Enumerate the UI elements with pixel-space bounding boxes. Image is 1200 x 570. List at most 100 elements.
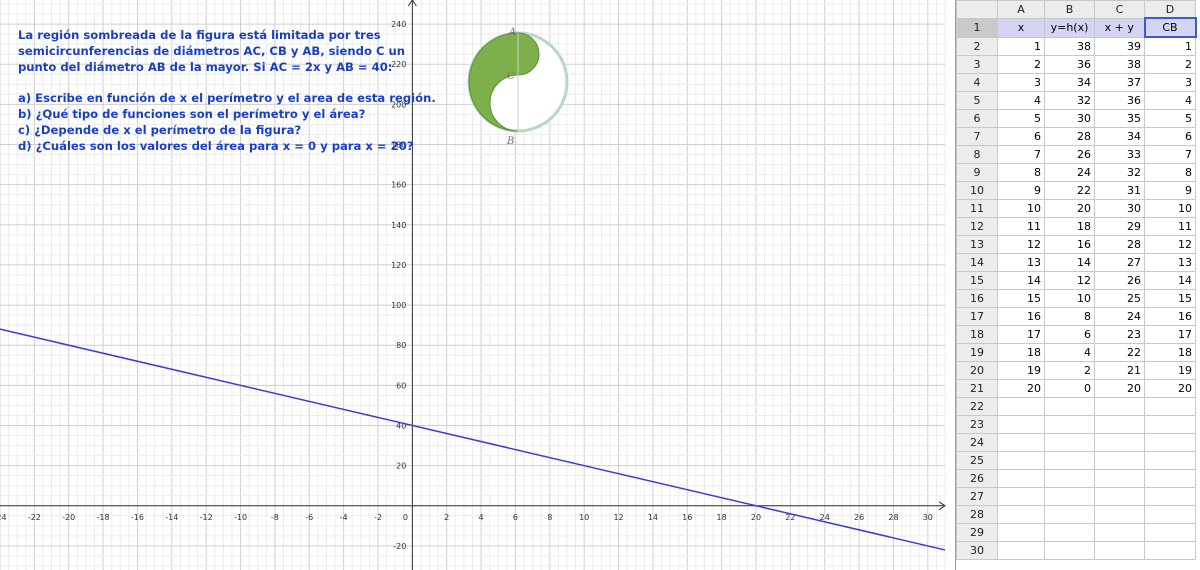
row-header[interactable]: 16 (956, 289, 998, 308)
empty-cell[interactable] (997, 523, 1045, 542)
empty-cell[interactable] (997, 451, 1045, 470)
empty-cell[interactable] (997, 487, 1045, 506)
data-cell[interactable]: 28 (1094, 235, 1145, 254)
data-cell[interactable]: 38 (1094, 55, 1145, 74)
data-cell[interactable]: 16 (1144, 307, 1196, 326)
spreadsheet-table[interactable]: A B C D 1 x y=h(x) x + y CB 2 1 38 39 1 3 2 36 38 2 4 3 34 37 3… (956, 0, 1197, 560)
data-cell[interactable]: 15 (997, 289, 1045, 308)
data-cell[interactable]: 29 (1094, 217, 1145, 236)
data-cell[interactable]: 7 (997, 145, 1045, 164)
data-cell[interactable]: 4 (1144, 91, 1196, 110)
data-cell[interactable]: 13 (1144, 253, 1196, 272)
data-cell[interactable]: 8 (1144, 163, 1196, 182)
data-cell[interactable]: 2 (997, 55, 1045, 74)
function-line[interactable] (0, 328, 946, 551)
row-header[interactable]: 12 (956, 217, 998, 236)
empty-cell[interactable] (1144, 505, 1196, 524)
empty-cell[interactable] (1094, 451, 1145, 470)
row-header[interactable]: 13 (956, 235, 998, 254)
graphics-view[interactable]: -24-22-20-18-16-14-12-10-8-6-4-202468101… (0, 0, 955, 570)
data-cell[interactable]: 6 (997, 127, 1045, 146)
empty-cell[interactable] (1044, 505, 1095, 524)
row-header[interactable]: 30 (956, 541, 998, 560)
data-cell[interactable]: 32 (1094, 163, 1145, 182)
data-cell[interactable]: 9 (1144, 181, 1196, 200)
empty-cell[interactable] (1044, 541, 1095, 560)
header-cell[interactable]: x (997, 17, 1045, 38)
data-cell[interactable]: 11 (1144, 217, 1196, 236)
empty-cell[interactable] (1144, 433, 1196, 452)
data-cell[interactable]: 9 (997, 181, 1045, 200)
empty-cell[interactable] (997, 469, 1045, 488)
column-header-d[interactable]: D (1144, 0, 1196, 19)
data-cell[interactable]: 5 (1144, 109, 1196, 128)
data-cell[interactable]: 34 (1094, 127, 1145, 146)
empty-cell[interactable] (1044, 415, 1095, 434)
data-cell[interactable]: 17 (997, 325, 1045, 344)
row-header[interactable]: 23 (956, 415, 998, 434)
data-cell[interactable]: 15 (1144, 289, 1196, 308)
row-header[interactable]: 29 (956, 523, 998, 542)
empty-cell[interactable] (1094, 433, 1145, 452)
empty-cell[interactable] (1144, 415, 1196, 434)
row-header[interactable]: 8 (956, 145, 998, 164)
data-cell[interactable]: 6 (1044, 325, 1095, 344)
data-cell[interactable]: 19 (997, 361, 1045, 380)
column-header-b[interactable]: B (1044, 0, 1095, 19)
data-cell[interactable]: 12 (1044, 271, 1095, 290)
empty-cell[interactable] (1094, 487, 1145, 506)
row-header[interactable]: 4 (956, 73, 998, 92)
data-cell[interactable]: 37 (1094, 73, 1145, 92)
empty-cell[interactable] (1144, 469, 1196, 488)
data-cell[interactable]: 21 (1094, 361, 1145, 380)
data-cell[interactable]: 31 (1094, 181, 1145, 200)
data-cell[interactable]: 36 (1044, 55, 1095, 74)
column-header-c[interactable]: C (1094, 0, 1145, 19)
data-cell[interactable]: 8 (1044, 307, 1095, 326)
empty-cell[interactable] (997, 505, 1045, 524)
data-cell[interactable]: 20 (997, 379, 1045, 398)
empty-cell[interactable] (1044, 487, 1095, 506)
empty-cell[interactable] (1144, 523, 1196, 542)
data-cell[interactable]: 23 (1094, 325, 1145, 344)
data-cell[interactable]: 20 (1044, 199, 1095, 218)
data-cell[interactable]: 30 (1094, 199, 1145, 218)
empty-cell[interactable] (1144, 451, 1196, 470)
empty-cell[interactable] (1094, 397, 1145, 416)
data-cell[interactable]: 39 (1094, 36, 1145, 56)
empty-cell[interactable] (1094, 505, 1145, 524)
header-cell[interactable]: x + y (1094, 17, 1145, 38)
header-cell[interactable]: CB (1143, 17, 1197, 38)
data-cell[interactable]: 10 (997, 199, 1045, 218)
header-cell[interactable]: y=h(x) (1044, 17, 1095, 38)
data-cell[interactable]: 33 (1094, 145, 1145, 164)
data-cell[interactable]: 19 (1144, 361, 1196, 380)
data-cell[interactable]: 24 (1094, 307, 1145, 326)
data-cell[interactable]: 30 (1044, 109, 1095, 128)
data-cell[interactable]: 7 (1144, 145, 1196, 164)
empty-cell[interactable] (997, 541, 1045, 560)
data-cell[interactable]: 13 (997, 253, 1045, 272)
empty-cell[interactable] (1044, 469, 1095, 488)
row-header[interactable]: 25 (956, 451, 998, 470)
data-cell[interactable]: 11 (997, 217, 1045, 236)
empty-cell[interactable] (1044, 451, 1095, 470)
data-cell[interactable]: 16 (1044, 235, 1095, 254)
row-header[interactable]: 9 (956, 163, 998, 182)
data-cell[interactable]: 35 (1094, 109, 1145, 128)
data-cell[interactable]: 6 (1144, 127, 1196, 146)
empty-cell[interactable] (1094, 541, 1145, 560)
data-cell[interactable]: 36 (1094, 91, 1145, 110)
data-cell[interactable]: 25 (1094, 289, 1145, 308)
data-cell[interactable]: 3 (997, 73, 1045, 92)
data-cell[interactable]: 26 (1044, 145, 1095, 164)
row-header[interactable]: 20 (956, 361, 998, 380)
data-cell[interactable]: 2 (1044, 361, 1095, 380)
row-header[interactable]: 3 (956, 55, 998, 74)
column-header-a[interactable]: A (997, 0, 1045, 19)
data-cell[interactable]: 4 (997, 91, 1045, 110)
corner-cell[interactable] (956, 0, 998, 19)
row-header[interactable]: 22 (956, 397, 998, 416)
spreadsheet-view[interactable]: A B C D 1 x y=h(x) x + y CB 2 1 38 39 1 3 2 36 38 2 4 3 34 37 3… (955, 0, 1200, 570)
row-header[interactable]: 27 (956, 487, 998, 506)
